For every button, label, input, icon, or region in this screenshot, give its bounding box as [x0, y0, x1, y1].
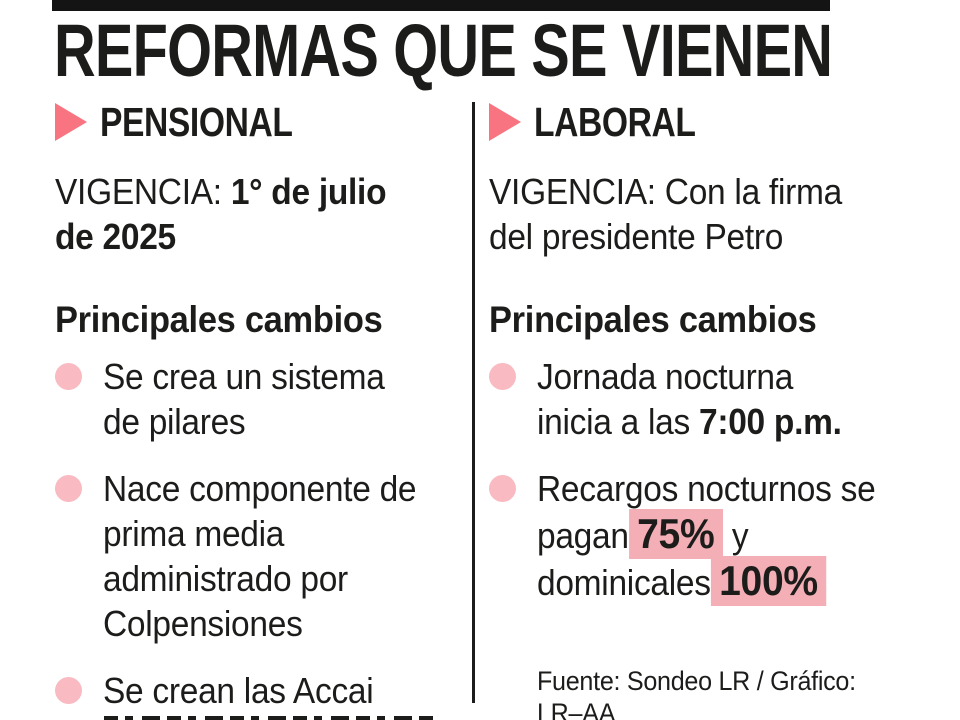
source-credit: Fuente: Sondeo LR / Gráfico: LR–AA	[537, 666, 856, 720]
bullet-text: Recargos nocturnos se pagan 75% y dominic…	[537, 466, 876, 606]
laboral-header: LABORAL	[489, 97, 905, 147]
text-segment: Nace componente de prima media administr…	[103, 468, 417, 644]
bullet-dot-icon	[489, 475, 516, 502]
pensional-header-label: PENSIONAL	[100, 98, 293, 145]
page-title: REFORMAS QUE SE VIENEN	[0, 0, 960, 88]
column-divider	[472, 102, 475, 703]
bullet-item: Se crea un sistema de pilares	[55, 354, 472, 444]
bullet-dot-icon	[55, 475, 82, 502]
bullet-text: Nace componente de prima media administr…	[103, 466, 417, 646]
bullet-text: Jornada nocturna inicia a las 7:00 p.m.	[537, 354, 842, 444]
page-title-text: REFORMAS QUE SE VIENEN	[54, 9, 833, 92]
column-pensional: PENSIONAL VIGENCIA: 1° de julio de 2025 …	[55, 97, 472, 711]
column-laboral: LABORAL VIGENCIA: Con la firma del presi…	[475, 97, 905, 720]
triangle-marker-icon	[55, 103, 87, 141]
bullet-dot-icon	[489, 363, 516, 390]
bullet-item: Nace componente de prima media administr…	[55, 466, 472, 646]
bullet-dot-icon	[55, 363, 82, 390]
bullet-item: Jornada nocturna inicia a las 7:00 p.m.	[489, 354, 905, 444]
pensional-bullet-list: Se crea un sistema de pilares Nace compon…	[55, 354, 472, 713]
text-segment: Jornada nocturna inicia a las	[537, 356, 794, 442]
text-segment: VIGENCIA: Con la firma del presidente Pe…	[489, 171, 842, 257]
pensional-vigencia: VIGENCIA: 1° de julio de 2025	[55, 169, 472, 259]
triangle-marker-icon	[489, 103, 521, 141]
top-accent-bar	[52, 0, 830, 11]
highlight-value: 100%	[710, 556, 827, 606]
clipped-text-remnant	[104, 716, 440, 720]
pensional-header: PENSIONAL	[55, 97, 472, 147]
laboral-bullet-list: Jornada nocturna inicia a las 7:00 p.m. R…	[489, 354, 905, 606]
text-segment: Se crean las Accai	[103, 670, 374, 711]
pensional-changes-heading: Principales cambios	[55, 299, 383, 340]
bullet-dot-icon	[55, 677, 82, 704]
bold-text: 1° de julio de 2025	[55, 171, 387, 257]
bullet-item: Recargos nocturnos se pagan 75% y dominic…	[489, 466, 905, 606]
laboral-vigencia: VIGENCIA: Con la firma del presidente Pe…	[489, 169, 905, 259]
columns-container: PENSIONAL VIGENCIA: 1° de julio de 2025 …	[0, 97, 960, 720]
bullet-item: Se crean las Accai	[55, 668, 472, 713]
highlight-value: 75%	[628, 509, 723, 559]
text-segment: VIGENCIA:	[55, 171, 231, 212]
laboral-changes-heading: Principales cambios	[489, 299, 817, 340]
laboral-header-label: LABORAL	[534, 98, 696, 145]
bullet-text: Se crea un sistema de pilares	[103, 354, 385, 444]
text-segment: Recargos nocturnos se pagan	[537, 468, 876, 556]
bold-text: 7:00 p.m.	[698, 401, 842, 442]
text-segment: Se crea un sistema de pilares	[103, 356, 385, 442]
text-segment: y dominicales	[537, 515, 749, 603]
bullet-text: Se crean las Accai	[103, 668, 374, 713]
